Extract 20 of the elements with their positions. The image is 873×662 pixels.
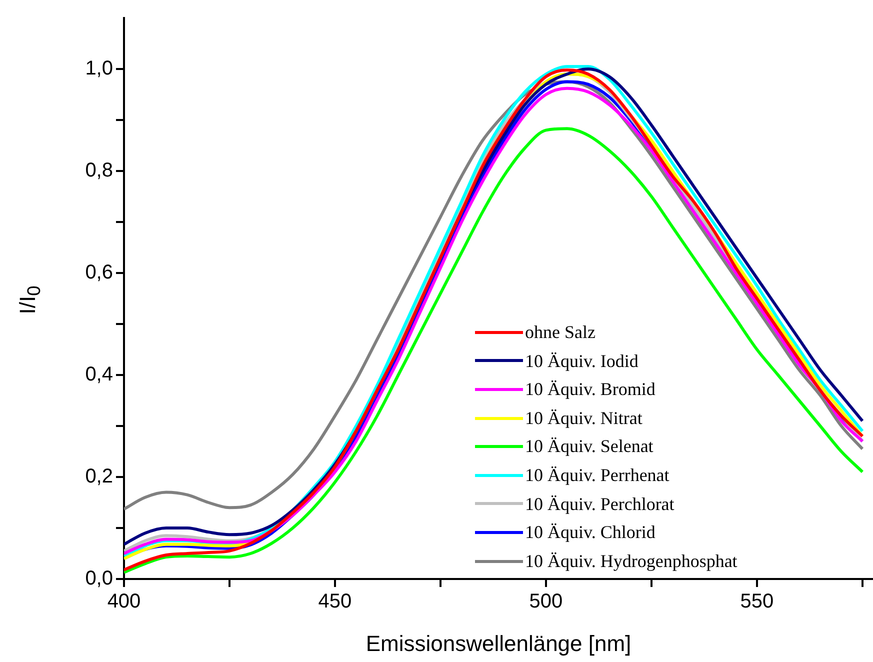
- x-tick-label: 450: [318, 590, 352, 613]
- legend-label: 10 Äquiv. Chlorid: [525, 521, 656, 544]
- x-tick-label: 400: [107, 590, 141, 613]
- legend-label: 10 Äquiv. Iodid: [525, 350, 638, 373]
- legend-label: 10 Äquiv. Perrhenat: [525, 464, 670, 487]
- y-tick-label: 0,0: [85, 568, 113, 590]
- y-tick-label: 0,6: [85, 262, 113, 284]
- legend-label: 10 Äquiv. Nitrat: [525, 406, 642, 430]
- y-tick-label: 0,8: [85, 160, 113, 182]
- legend-label: 10 Äquiv. Selenat: [525, 435, 654, 458]
- x-tick-label: 550: [740, 590, 774, 613]
- legend-label: 10 Äquiv. Bromid: [525, 378, 656, 402]
- y-tick-label: 0,4: [85, 364, 113, 386]
- legend-label: 10 Äquiv. Hydrogenphosphat: [525, 550, 738, 573]
- legend-label: ohne Salz: [525, 321, 596, 344]
- y-tick-label: 0,2: [85, 466, 113, 488]
- x-tick-label: 500: [529, 590, 563, 613]
- legend-label: 10 Äquiv. Perchlorat: [525, 492, 674, 516]
- x-axis-title: Emissionswellenlänge [nm]: [366, 630, 632, 656]
- y-tick-label: 1,0: [85, 58, 113, 80]
